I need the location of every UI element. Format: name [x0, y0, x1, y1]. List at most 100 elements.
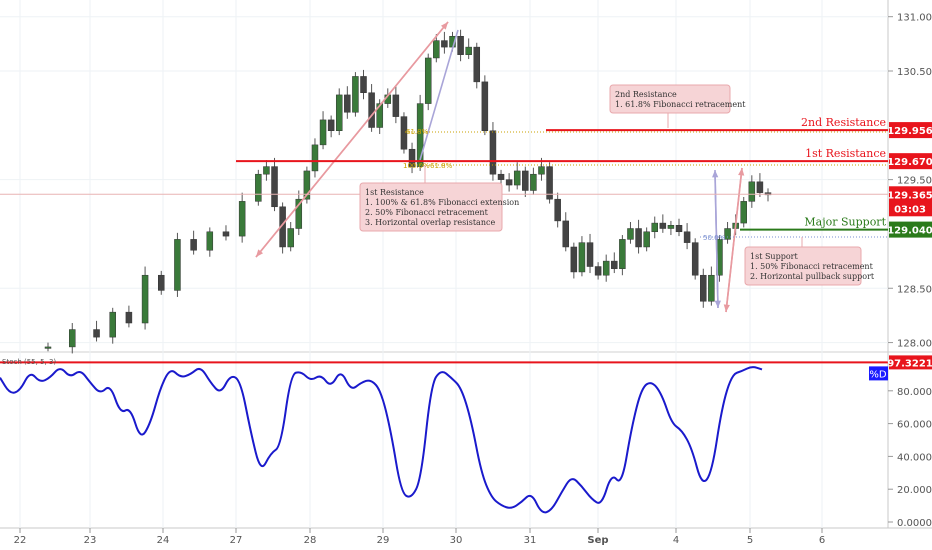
- candle-body: [174, 239, 181, 291]
- candle-body: [141, 274, 149, 324]
- candle-body: [222, 231, 230, 237]
- candle-body: [392, 94, 400, 117]
- candle-body: [408, 148, 416, 167]
- x-tick-label: 28: [304, 535, 317, 546]
- candle-body: [651, 222, 658, 233]
- first-resistance-note-line: 1st Resistance: [365, 188, 424, 197]
- second-resistance-line-tag-text: 129.956: [887, 126, 932, 137]
- candle-body: [538, 166, 545, 175]
- first-resistance-note-line: 2. 50% Fibonacci retracement: [365, 208, 489, 217]
- stoch-tick-label: 80.0000: [897, 387, 932, 398]
- trend-arrow-up: [255, 21, 449, 258]
- candle-body: [238, 201, 246, 237]
- candle-body: [627, 228, 634, 240]
- candle-body: [578, 242, 586, 273]
- candle-body: [764, 192, 772, 196]
- candle-body: [481, 81, 489, 131]
- x-tick-label: 23: [84, 535, 97, 546]
- first-support-note-line: 2. Horizontal pullback support: [750, 272, 875, 281]
- candle-body: [255, 173, 262, 202]
- candle-body: [206, 231, 214, 251]
- stoch-badge: [869, 366, 888, 381]
- candle-body: [611, 260, 618, 269]
- candle-body: [724, 228, 731, 240]
- candle-body: [497, 173, 505, 180]
- candle-body: [740, 201, 747, 224]
- candle-body: [562, 220, 570, 248]
- second-resistance-line-tag: [889, 122, 932, 139]
- x-tick-label: 4: [673, 535, 679, 546]
- candle-body: [457, 35, 464, 55]
- candle-body: [683, 231, 691, 243]
- current-price-text: 129.365: [887, 190, 932, 201]
- first-support-note-line: 1. 50% Fibonacci retracement: [750, 262, 874, 271]
- levels: 61.8%100.0% 61.8%50.0%2nd Resistance129.9…: [0, 116, 932, 242]
- candle-body: [335, 94, 343, 131]
- x-tick-label: 27: [230, 535, 243, 546]
- candle-body: [570, 246, 578, 273]
- candle-body: [700, 274, 707, 302]
- candle-body: [400, 116, 408, 150]
- candle-body: [465, 46, 472, 55]
- candle-body: [93, 329, 100, 338]
- candle-body: [441, 40, 448, 48]
- candle-body: [554, 198, 561, 222]
- candle-body: [190, 239, 197, 251]
- candle-body: [69, 329, 76, 348]
- candle-body: [748, 181, 756, 202]
- candle-body: [708, 274, 715, 302]
- candle-body: [635, 228, 642, 248]
- x-tick-label: 5: [747, 535, 753, 546]
- candle-body: [303, 170, 311, 200]
- x-tick-label: 31: [524, 535, 537, 546]
- candle-body: [295, 198, 303, 229]
- second-resistance-note: [609, 84, 731, 114]
- x-tick-label: 30: [450, 535, 463, 546]
- candle-body: [619, 239, 626, 269]
- first-resistance-line-label: 1st Resistance: [805, 147, 886, 160]
- candle-body: [602, 260, 610, 276]
- extension-arrow-up-head: [738, 168, 745, 176]
- stochastic-series: 97.3221%D Stoch (55, 5, 3): [0, 355, 932, 514]
- candle-body: [311, 144, 319, 172]
- extension-arrow-up: [725, 167, 743, 313]
- fib-leg-line: [419, 29, 459, 161]
- candle-body: [368, 92, 375, 128]
- x-tick-label: 6: [819, 535, 825, 546]
- fib-label: 61.8%: [430, 162, 453, 170]
- stoch-label: Stoch (55, 5, 3): [2, 358, 56, 366]
- fib-label: 100.0%: [403, 162, 430, 170]
- first-resistance-line-tag: [889, 153, 932, 170]
- trend-arrow-up-head: [440, 22, 448, 30]
- y-tick-label: 129.500: [897, 176, 932, 187]
- x-tick-label: Sep: [587, 535, 608, 546]
- current-price-tag: [889, 186, 932, 217]
- major-support-line-label: Major Support: [804, 216, 886, 229]
- x-tick-label: 24: [157, 535, 170, 546]
- candle-body: [546, 166, 553, 200]
- candle-body: [271, 166, 278, 208]
- candle-body: [691, 242, 699, 276]
- first-resistance-note-line: 3. Horizontal overlap resistance: [365, 218, 495, 227]
- stoch-tick-label: 20.0000: [897, 485, 932, 496]
- stoch-level-text: 97.3221: [887, 358, 932, 369]
- candle-body: [109, 311, 116, 338]
- candle-body: [433, 40, 440, 59]
- candle-body: [352, 76, 359, 113]
- stoch-tick-label: 0.0000: [897, 518, 932, 529]
- stoch-d-line: [0, 366, 763, 514]
- second-resistance-note-line: 1. 61.8% Fibonacci retracement: [615, 100, 746, 109]
- candle-body: [344, 94, 351, 113]
- stoch-badge-text: %D: [869, 369, 887, 380]
- candle-body: [158, 274, 165, 291]
- fib-arrow-up-head: [712, 170, 719, 178]
- candle-body: [489, 130, 497, 175]
- candle-body: [505, 179, 513, 186]
- candle-body: [522, 170, 529, 191]
- major-support-line-tag: [889, 221, 932, 238]
- candle-body: [319, 119, 327, 146]
- candle-body: [473, 46, 481, 83]
- candle-body: [44, 346, 52, 349]
